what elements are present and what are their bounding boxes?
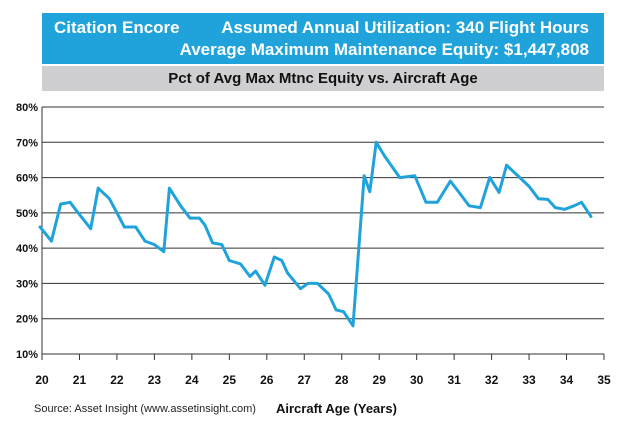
data-point bbox=[38, 225, 42, 229]
data-point bbox=[263, 283, 267, 287]
data-point bbox=[572, 204, 576, 208]
data-point bbox=[315, 282, 319, 285]
data-point bbox=[351, 324, 355, 328]
x-tick-label: 31 bbox=[447, 373, 461, 387]
y-tick-label: 70% bbox=[16, 137, 38, 149]
y-tick-label: 10% bbox=[16, 349, 38, 361]
data-point bbox=[162, 250, 166, 254]
data-point bbox=[527, 184, 531, 188]
x-tick-label: 28 bbox=[335, 373, 349, 387]
data-point bbox=[254, 269, 257, 273]
x-tick-label: 32 bbox=[485, 373, 499, 387]
data-point bbox=[286, 271, 289, 275]
data-point bbox=[306, 282, 310, 285]
x-tick-label: 33 bbox=[522, 373, 536, 387]
data-point bbox=[299, 287, 302, 291]
data-point bbox=[467, 204, 471, 208]
data-point bbox=[478, 206, 482, 209]
y-tick-label: 30% bbox=[16, 278, 38, 290]
data-point bbox=[488, 176, 492, 179]
data-point bbox=[179, 204, 183, 208]
chart-subtitle: Pct of Avg Max Mtnc Equity vs. Aircraft … bbox=[42, 66, 604, 91]
y-tick-label: 20% bbox=[16, 314, 38, 326]
y-tick-label: 50% bbox=[16, 208, 38, 220]
data-point bbox=[398, 176, 402, 179]
data-point bbox=[203, 223, 207, 227]
y-tick-label: 40% bbox=[16, 243, 38, 255]
x-tick-label: 22 bbox=[110, 373, 124, 387]
data-point bbox=[227, 259, 231, 262]
data-point bbox=[78, 213, 81, 217]
x-axis-label: Aircraft Age (Years) bbox=[276, 401, 397, 416]
data-point bbox=[134, 225, 138, 229]
data-point bbox=[514, 172, 518, 176]
data-point bbox=[143, 239, 147, 243]
data-point bbox=[580, 200, 583, 204]
data-point bbox=[108, 197, 111, 201]
source-note: Source: Asset Insight (www.assetinsight.… bbox=[34, 403, 256, 415]
data-point bbox=[413, 174, 417, 178]
data-point bbox=[553, 206, 557, 209]
data-point bbox=[537, 197, 540, 201]
data-point bbox=[272, 255, 276, 259]
data-point bbox=[334, 308, 338, 312]
data-point bbox=[435, 200, 439, 204]
data-point bbox=[96, 186, 100, 190]
x-tick-label: 21 bbox=[73, 373, 87, 387]
x-tick-label: 29 bbox=[373, 373, 387, 387]
data-point bbox=[239, 262, 242, 266]
x-tick-label: 23 bbox=[148, 373, 162, 387]
x-tick-label: 30 bbox=[410, 373, 424, 387]
data-point bbox=[546, 198, 550, 201]
x-tick-label: 34 bbox=[560, 373, 574, 387]
data-point bbox=[220, 243, 224, 247]
x-tick-label: 26 bbox=[260, 373, 274, 387]
x-tick-label: 27 bbox=[298, 373, 312, 387]
data-point bbox=[167, 186, 171, 190]
data-point bbox=[458, 192, 462, 195]
data-point bbox=[448, 179, 452, 183]
data-point bbox=[197, 216, 201, 220]
x-tick-label: 20 bbox=[35, 373, 49, 387]
data-point bbox=[280, 259, 284, 262]
data-point bbox=[505, 163, 508, 167]
data-point bbox=[188, 216, 192, 220]
data-point bbox=[383, 155, 387, 158]
data-point bbox=[49, 239, 53, 243]
data-point bbox=[424, 200, 428, 204]
data-point bbox=[368, 190, 372, 194]
data-point bbox=[248, 274, 252, 278]
data-point bbox=[374, 140, 378, 144]
chart-header: Citation Encore Assumed Annual Utilizati… bbox=[42, 13, 604, 64]
data-point bbox=[153, 243, 156, 247]
data-point bbox=[211, 241, 214, 245]
y-tick-label: 80% bbox=[16, 102, 38, 114]
data-point bbox=[89, 227, 93, 231]
data-point bbox=[342, 310, 346, 314]
x-tick-label: 35 bbox=[597, 373, 611, 387]
x-tick-label: 25 bbox=[223, 373, 237, 387]
data-point bbox=[123, 225, 126, 229]
equity-text: Average Maximum Maintenance Equity: $1,4… bbox=[179, 40, 589, 59]
data-point bbox=[362, 174, 366, 178]
data-point bbox=[563, 207, 567, 211]
data-point bbox=[497, 190, 501, 194]
utilization-text: Assumed Annual Utilization: 340 Flight H… bbox=[221, 18, 589, 37]
x-tick-label: 24 bbox=[185, 373, 199, 387]
series-line bbox=[38, 140, 593, 328]
aircraft-model: Citation Encore bbox=[54, 18, 180, 37]
data-point bbox=[589, 214, 593, 218]
data-point bbox=[327, 292, 331, 296]
data-point bbox=[68, 200, 72, 204]
y-tick-label: 60% bbox=[16, 173, 38, 185]
data-point bbox=[59, 202, 63, 206]
